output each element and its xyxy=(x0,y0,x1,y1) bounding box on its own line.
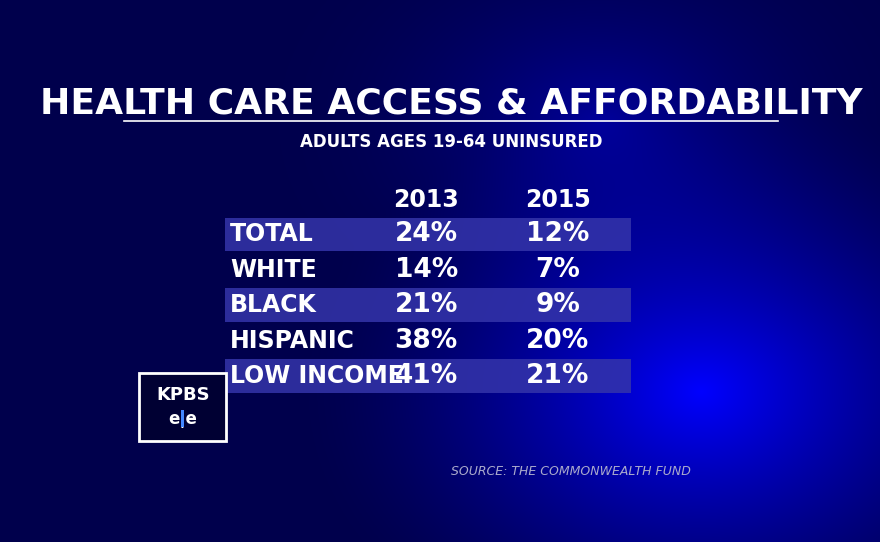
Text: 12%: 12% xyxy=(526,222,590,248)
Text: ADULTS AGES 19-64 UNINSURED: ADULTS AGES 19-64 UNINSURED xyxy=(300,133,602,151)
Text: LOW INCOME: LOW INCOME xyxy=(231,364,404,388)
Text: 38%: 38% xyxy=(394,328,458,354)
Text: 2015: 2015 xyxy=(525,188,590,212)
Text: KPBS: KPBS xyxy=(156,386,209,404)
FancyBboxPatch shape xyxy=(224,359,631,393)
FancyBboxPatch shape xyxy=(224,288,631,322)
Text: HEALTH CARE ACCESS & AFFORDABILITY: HEALTH CARE ACCESS & AFFORDABILITY xyxy=(40,87,862,120)
Text: 21%: 21% xyxy=(526,363,590,389)
Text: 14%: 14% xyxy=(394,257,458,283)
Text: 21%: 21% xyxy=(394,292,458,318)
Text: 20%: 20% xyxy=(526,328,590,354)
Text: 24%: 24% xyxy=(394,222,458,248)
Text: TOTAL: TOTAL xyxy=(231,222,314,247)
Text: 7%: 7% xyxy=(536,257,581,283)
Text: 41%: 41% xyxy=(394,363,458,389)
Text: WHITE: WHITE xyxy=(231,258,317,282)
Text: e|e: e|e xyxy=(168,410,197,428)
Text: 9%: 9% xyxy=(536,292,581,318)
Text: BLACK: BLACK xyxy=(231,293,317,317)
Text: HISPANIC: HISPANIC xyxy=(231,328,355,353)
Text: 2013: 2013 xyxy=(393,188,459,212)
FancyBboxPatch shape xyxy=(181,410,185,427)
FancyBboxPatch shape xyxy=(224,217,631,251)
Text: SOURCE: THE COMMONWEALTH FUND: SOURCE: THE COMMONWEALTH FUND xyxy=(451,465,692,478)
FancyBboxPatch shape xyxy=(139,373,226,441)
